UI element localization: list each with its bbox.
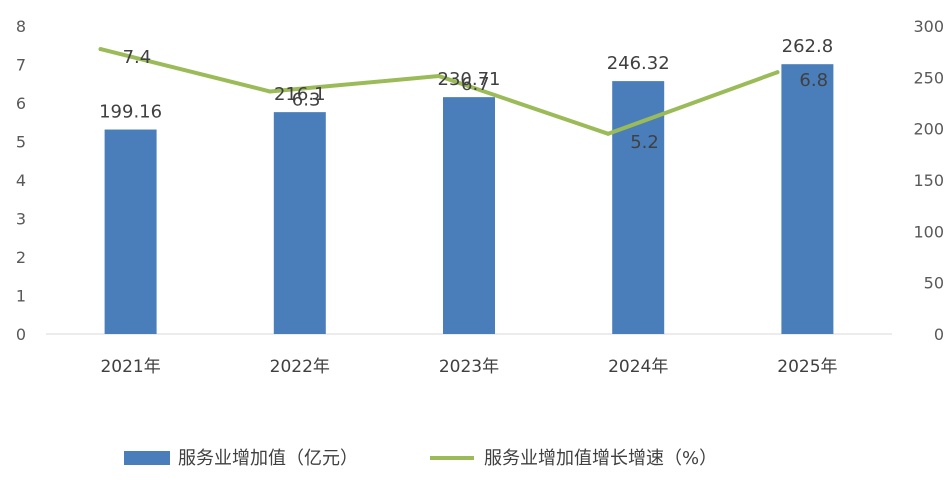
left-y-tick-label: 5	[16, 133, 26, 152]
line-data-label: 5.2	[630, 132, 659, 153]
left-y-tick-label: 2	[16, 248, 26, 267]
x-tick-label: 2025年	[777, 357, 837, 377]
line-data-label: 6.8	[799, 70, 828, 91]
line-point	[606, 131, 611, 136]
right-y-tick-label: 200	[913, 120, 944, 139]
x-axis-ticks: 2021年 2022年 2023年 2024年 2025年	[100, 357, 837, 377]
legend: 服务业增加值（亿元） 服务业增加值增长增速（%）	[124, 448, 717, 469]
bar	[273, 112, 326, 335]
left-y-axis: 0 1 2 3 4 5 6 7 8	[16, 17, 26, 344]
line-series	[98, 47, 780, 136]
bar-data-label: 246.32	[607, 53, 670, 74]
line-point	[437, 74, 441, 79]
legend-bar-label: 服务业增加值（亿元）	[178, 448, 358, 469]
right-y-tick-label: 0	[934, 325, 944, 344]
left-y-tick-label: 4	[16, 171, 26, 190]
right-y-axis: 0 50 100 150 200 250 300	[913, 17, 944, 344]
line-data-label: 6.3	[292, 89, 321, 110]
left-y-tick-label: 8	[16, 17, 26, 36]
bar-series	[104, 64, 834, 335]
bar	[781, 64, 834, 334]
legend-bar-swatch	[124, 451, 170, 465]
left-y-tick-label: 1	[16, 287, 26, 306]
bar-data-labels: 199.16 216.1 230.71 246.32 262.8	[99, 36, 833, 122]
x-tick-label: 2021年	[100, 357, 160, 377]
legend-line-label: 服务业增加值增长增速（%）	[484, 448, 717, 469]
x-tick-label: 2022年	[270, 357, 330, 377]
line-point	[775, 70, 780, 75]
bar-data-label: 230.71	[438, 69, 501, 90]
right-y-tick-label: 50	[924, 274, 944, 293]
line-data-labels: 7.4 6.3 6.7 5.2 6.8	[123, 47, 828, 153]
line-data-label: 7.4	[123, 47, 152, 68]
x-tick-label: 2024年	[608, 357, 668, 377]
line-point	[267, 89, 272, 94]
right-y-tick-label: 300	[913, 17, 944, 36]
bar	[612, 81, 665, 334]
x-tick-label: 2023年	[439, 357, 499, 377]
right-y-tick-label: 100	[913, 222, 944, 241]
bar-data-label: 199.16	[99, 102, 162, 123]
right-y-tick-label: 150	[913, 171, 944, 190]
left-y-tick-label: 7	[16, 56, 26, 75]
left-y-tick-label: 0	[16, 325, 26, 344]
line-data-label: 6.7	[461, 74, 490, 95]
line-point	[98, 47, 103, 52]
bar-data-label: 262.8	[782, 36, 834, 57]
bar-data-label: 216.1	[274, 84, 326, 105]
growth-rate-line	[98, 47, 780, 136]
bar	[443, 97, 495, 335]
left-y-tick-label: 3	[16, 210, 26, 229]
bar	[104, 129, 157, 334]
left-y-tick-label: 6	[16, 94, 26, 113]
right-y-tick-label: 250	[913, 68, 944, 87]
